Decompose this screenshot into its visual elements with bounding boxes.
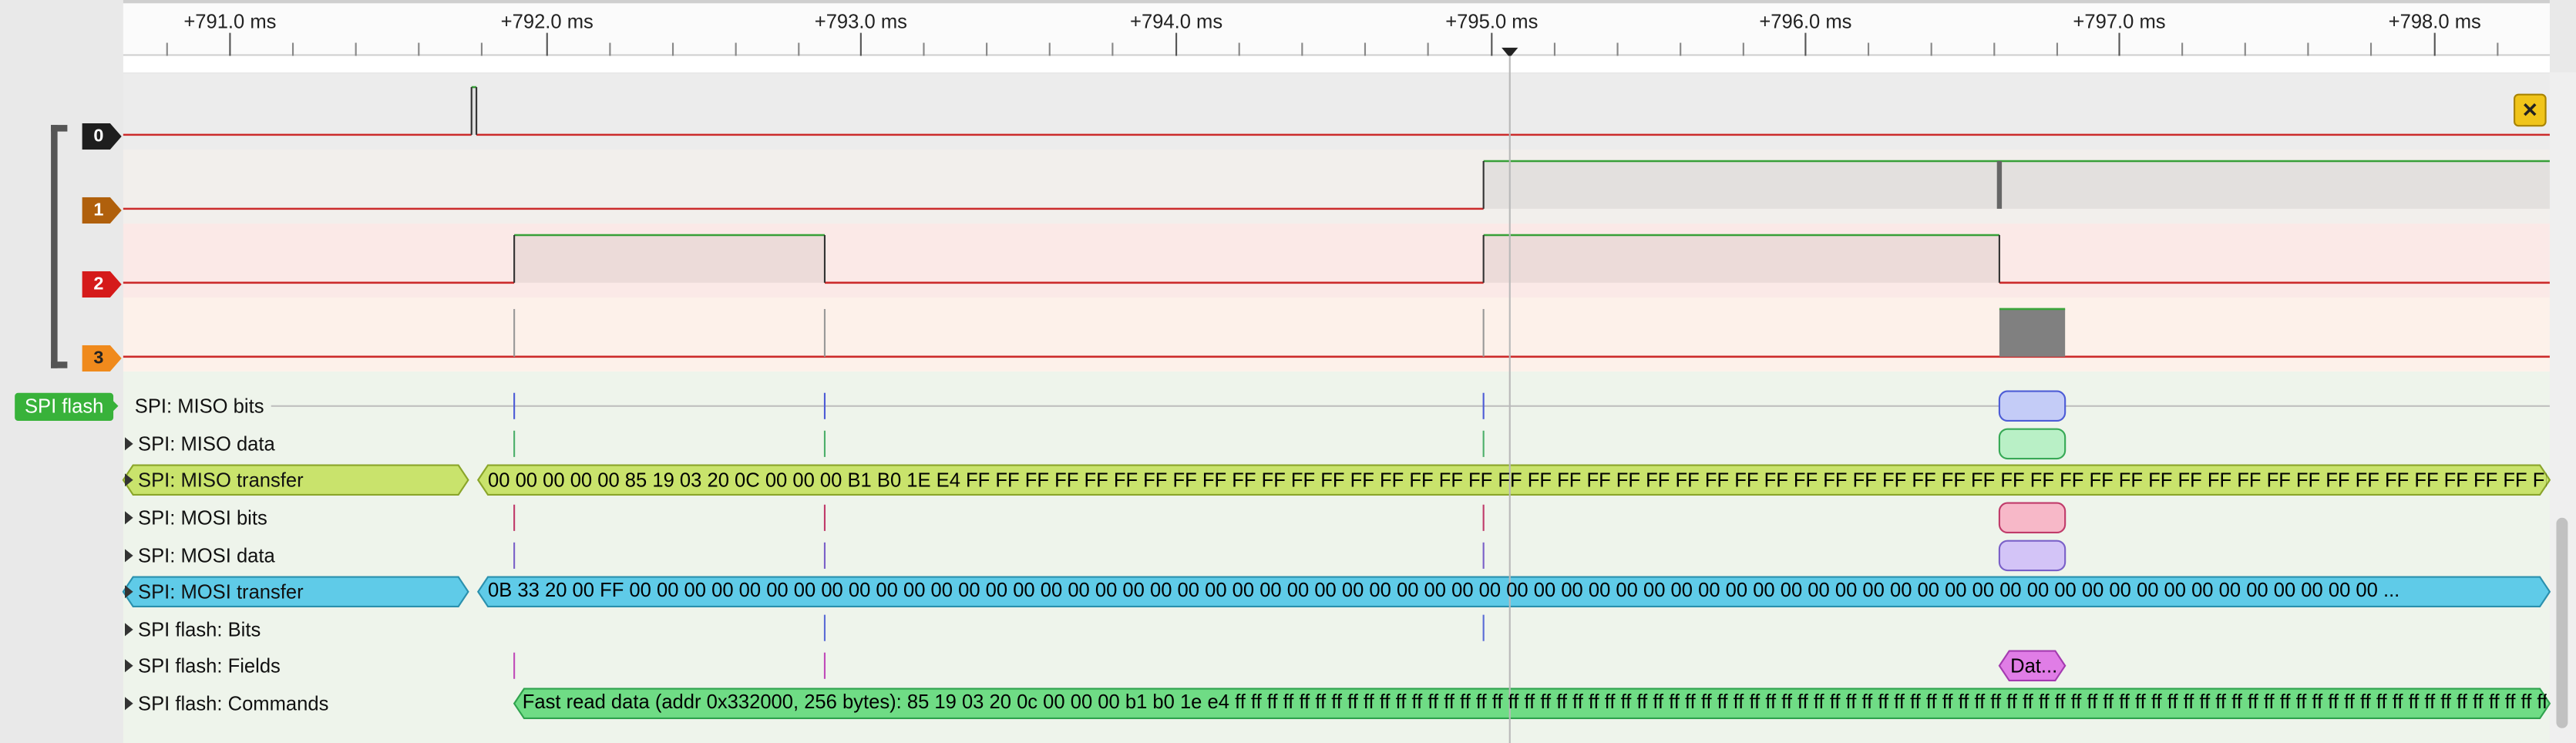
decoder-row-label: SPI: MOSI data — [138, 543, 275, 567]
cursor-marker-icon — [1502, 47, 1518, 56]
decoder-group-badge-arrow — [105, 392, 119, 419]
mosi-transfer-bar — [476, 576, 2551, 608]
channel-3-burst — [1999, 308, 2066, 357]
ruler-tick-label: +795.0 ms — [1445, 9, 1539, 33]
decoder-row-7[interactable]: SPI flash: Fields — [124, 653, 281, 679]
decoder-row-label: SPI: MISO bits — [134, 394, 264, 418]
mosi-transfer-label-bar — [122, 576, 469, 608]
triangle-right-icon[interactable] — [124, 697, 133, 711]
decoder-row-label: SPI: MISO data — [138, 432, 275, 456]
mosi-bit-pill — [1998, 502, 2067, 534]
channel-0-lane — [123, 73, 2550, 150]
flash-field-bar — [1998, 650, 2067, 682]
triangle-right-icon[interactable] — [124, 623, 133, 637]
ruler-tick-label: +791.0 ms — [183, 9, 277, 33]
channel-3-lane — [123, 298, 2550, 372]
decoder-row-1[interactable]: SPI: MISO data — [124, 431, 275, 457]
decoder-row-4[interactable]: SPI: MOSI data — [124, 543, 275, 569]
channel-1-trace-high-fill — [1483, 161, 2550, 209]
decoder-row-label: SPI: MOSI bits — [138, 506, 267, 530]
decoder-row-8[interactable]: SPI flash: Commands — [124, 691, 329, 717]
decoder-row-label: SPI: MISO transfer — [138, 468, 304, 492]
miso-transfer-label-bar — [122, 464, 469, 496]
mosi-transfer-annotation[interactable]: 0B 33 20 00 FF 00 00 00 00 00 00 00 00 0… — [488, 578, 2400, 602]
channel-2-trace-high-fill — [1483, 234, 1999, 283]
close-x-icon[interactable]: ✕ — [2514, 93, 2547, 127]
decoder-row-5[interactable]: SPI: MOSI transfer — [124, 579, 304, 605]
decoder-row-label: SPI flash: Bits — [138, 617, 261, 641]
channel-3-badge[interactable]: 3 — [82, 345, 122, 372]
decoder-row-label: SPI flash: Fields — [138, 654, 281, 677]
decoder-row-label: SPI: MOSI transfer — [138, 580, 304, 603]
ruler-tick-label: +797.0 ms — [2073, 9, 2166, 33]
triangle-right-icon[interactable] — [124, 550, 133, 563]
ruler-tick-label: +792.0 ms — [500, 9, 594, 33]
decoder-row-6[interactable]: SPI flash: Bits — [124, 617, 261, 643]
decoder-row-2[interactable]: SPI: MISO transfer — [124, 467, 304, 493]
channel-1-badge[interactable]: 1 — [82, 197, 122, 224]
channel-group-bracket — [51, 125, 68, 368]
triangle-right-icon[interactable] — [124, 659, 133, 673]
triangle-right-icon[interactable] — [124, 473, 133, 487]
flash-command-annotation[interactable]: Fast read data (addr 0x332000, 256 bytes… — [522, 690, 2547, 714]
flash-field-annotation[interactable]: Dat... — [2010, 654, 2058, 677]
ruler-tick-label: +798.0 ms — [2388, 9, 2481, 33]
decoder-row-label: SPI flash: Commands — [138, 691, 329, 715]
miso-transfer-annotation[interactable]: 00 00 00 00 00 85 19 03 20 0C 00 00 00 B… — [488, 468, 2547, 492]
channel-0-trace-high-fill — [471, 87, 477, 135]
decoder-row-3[interactable]: SPI: MOSI bits — [124, 505, 267, 531]
channel-2-trace-high-fill — [514, 234, 825, 283]
miso-transfer-bar — [476, 464, 2551, 496]
decoder-group-label: SPI flash — [24, 394, 104, 418]
ruler-ticks — [166, 32, 2499, 56]
channel-3-number: 3 — [93, 348, 104, 368]
ruler-gap — [123, 55, 2550, 72]
decoder-area — [123, 371, 2550, 743]
time-ruler[interactable]: +791.0 ms +792.0 ms +793.0 ms +794.0 ms +795… — [123, 0, 2550, 56]
channel-2-lane — [123, 224, 2550, 298]
flash-command-bar — [513, 688, 2551, 720]
waveform-canvas[interactable] — [0, 55, 2576, 743]
vertical-scrollbar[interactable] — [2556, 517, 2568, 728]
channel-0-number: 0 — [93, 126, 104, 146]
ruler-tick-label: +796.0 ms — [1759, 9, 1852, 33]
channel-1-number: 1 — [93, 200, 104, 220]
triangle-right-icon[interactable] — [124, 511, 133, 526]
triangle-right-icon[interactable] — [124, 437, 133, 452]
miso-bit-pill — [1998, 390, 2067, 422]
triangle-right-icon[interactable] — [124, 585, 133, 600]
channel-2-number: 2 — [93, 274, 104, 294]
ruler-tick-label: +793.0 ms — [814, 9, 907, 33]
decoder-group-badge[interactable]: SPI flash — [15, 392, 114, 421]
mosi-data-pill — [1998, 540, 2067, 572]
miso-data-pill — [1998, 428, 2067, 460]
channel-0-badge[interactable]: 0 — [82, 123, 122, 150]
ruler-tick-label: +794.0 ms — [1130, 9, 1223, 33]
channel-2-badge[interactable]: 2 — [82, 271, 122, 298]
decoder-row-0[interactable]: SPI: MISO bits — [135, 393, 264, 419]
